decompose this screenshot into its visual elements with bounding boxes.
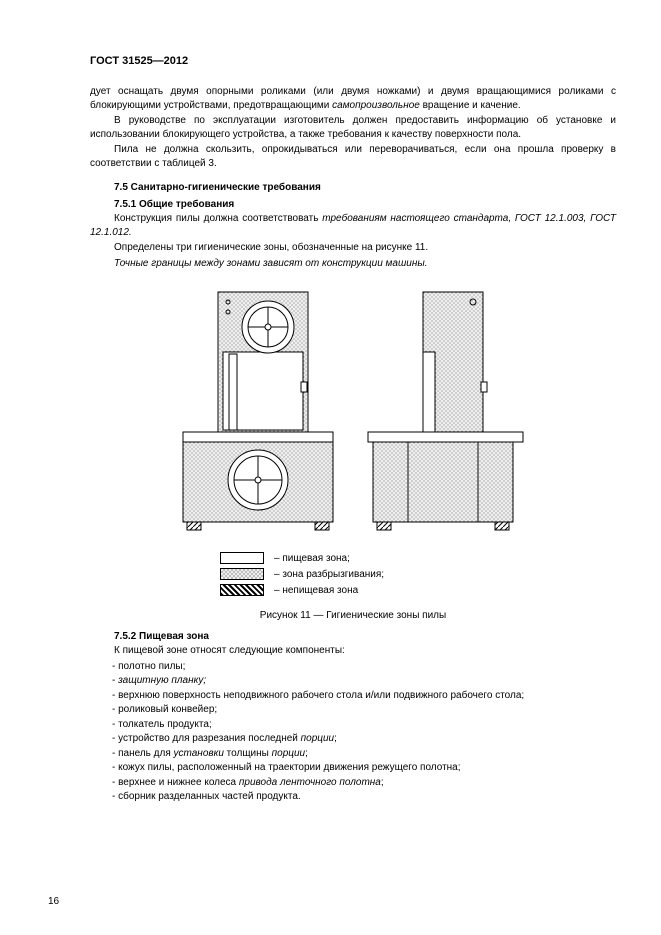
text-run: вращение и качение. [420,100,521,111]
swatch-nonfood-icon [220,584,264,596]
para-751c: Определены три гигиенические зоны, обозн… [90,241,616,255]
section-7-5-1-heading: 7.5.1 Общие требования [114,199,616,210]
food-zone-list: полотно пилы;защитную планку;верхнюю пов… [90,660,616,805]
list-item: устройство для разрезания последней порц… [90,732,616,747]
list-item: полотно пилы; [90,660,616,675]
list-item: роликовый конвейер; [90,703,616,718]
doc-header: ГОСТ 31525—2012 [90,55,616,67]
text-run-italic: самопроизвольное [332,100,420,111]
list-item: толкатель продукта; [90,718,616,733]
figure-legend: – пищевая зона; – зона разбрызгивания; –… [220,552,616,596]
list-item: сборник разделанных частей продукта. [90,790,616,805]
legend-row-food: – пищевая зона; [220,552,616,564]
legend-label: – пищевая зона; [274,553,350,564]
legend-label: – зона разбрызгивания; [274,569,384,580]
list-item: защитную планку; [90,674,616,689]
list-item: панель для установки толщины порции; [90,747,616,762]
para-2: В руководстве по эксплуатации изготовите… [90,114,616,141]
swatch-splash-icon [220,568,264,580]
figure-caption: Рисунок 11 — Гигиенические зоны пилы [90,610,616,621]
legend-row-nonfood: – непищевая зона [220,584,616,596]
figure-11 [90,282,616,542]
list-item: кожух пилы, расположенный на траектории … [90,761,616,776]
para-752-intro: К пищевой зоне относят следующие компоне… [90,644,616,658]
legend-row-splash: – зона разбрызгивания; [220,568,616,580]
para-751d: Точные границы между зонами зависят от к… [90,257,616,271]
text-run: Конструкция пилы должна соответствовать [114,213,322,224]
bandsaw-diagram [173,282,533,542]
page: ГОСТ 31525—2012 дует оснащать двумя опор… [0,0,661,935]
para-751a: Конструкция пилы должна соответствовать … [90,212,616,239]
section-7-5-heading: 7.5 Санитарно-гигиенические требования [114,182,616,193]
para-3: Пила не должна скользить, опрокидываться… [90,143,616,170]
list-item: верхнюю поверхность неподвижного рабочег… [90,689,616,704]
section-7-5-2-heading: 7.5.2 Пищевая зона [114,631,616,642]
swatch-food-icon [220,552,264,564]
para-continuation: дует оснащать двумя опорными роликами (и… [90,85,616,112]
page-number: 16 [48,896,59,907]
legend-label: – непищевая зона [274,585,358,596]
list-item: верхнее и нижнее колеса привода ленточно… [90,776,616,791]
